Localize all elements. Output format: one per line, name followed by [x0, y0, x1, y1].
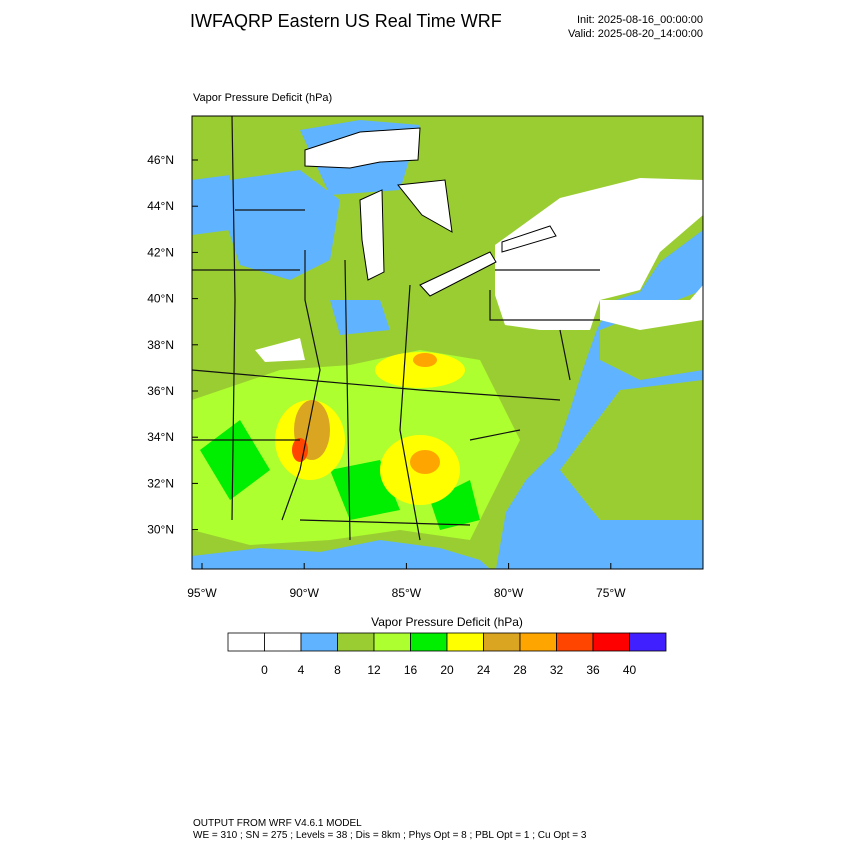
- colorbar-box: [337, 632, 375, 652]
- colorbar-box: [483, 632, 521, 652]
- footer-line: WE = 310 ; SN = 275 ; Levels = 38 ; Dis …: [193, 830, 587, 841]
- lake-michigan: [359, 189, 385, 281]
- colorbar: 0 4 8 12 16 20 24 28 32 36 40: [227, 632, 667, 677]
- gulf: [192, 540, 490, 569]
- hot-spot: [292, 438, 308, 462]
- colorbar-box: [227, 632, 265, 652]
- colorbar-label: 8: [334, 663, 341, 677]
- high-vpd-area: [200, 420, 480, 530]
- lake-ontario: [501, 225, 557, 253]
- colorbar-box: [373, 632, 411, 652]
- field-label: Vapor Pressure Deficit (hPa): [193, 92, 332, 104]
- hot-spot: [413, 353, 437, 367]
- lat-label: 44°N: [147, 199, 174, 213]
- ocean-patch: [560, 290, 703, 520]
- colorbar-box: [629, 632, 667, 652]
- lat-label: 38°N: [147, 338, 174, 352]
- colorbar-label: 4: [298, 663, 305, 677]
- colorbar-label: 40: [623, 663, 637, 677]
- hot-spot: [410, 450, 440, 474]
- hot-spot: [375, 352, 465, 388]
- lon-label: 80°W: [494, 586, 524, 600]
- lake-huron: [397, 179, 453, 233]
- footer-line: OUTPUT FROM WRF V4.6.1 MODEL: [193, 818, 362, 829]
- colorbar-label: 24: [477, 663, 491, 677]
- state-borders: [192, 116, 600, 541]
- lat-label: 40°N: [147, 292, 174, 306]
- lat-label: 36°N: [147, 384, 174, 398]
- colorbar-box: [519, 632, 557, 652]
- map: [191, 115, 704, 570]
- colorbar-box: [556, 632, 594, 652]
- title: IWFAQRP Eastern US Real Time WRF: [190, 11, 502, 31]
- lat-label: 34°N: [147, 430, 174, 444]
- lat-label: 42°N: [147, 245, 174, 259]
- map-frame: [191, 115, 704, 570]
- lat-label: 32°N: [147, 476, 174, 490]
- lon-label: 85°W: [392, 586, 422, 600]
- colorbar-label: 36: [586, 663, 600, 677]
- colorbar-title: Vapor Pressure Deficit (hPa): [371, 615, 523, 629]
- lat-label: 46°N: [147, 153, 174, 167]
- lake-erie: [419, 251, 497, 297]
- very-low-vpd-area: [255, 178, 703, 362]
- lake-superior: [304, 127, 421, 169]
- colorbar-box: [446, 632, 484, 652]
- lon-label: 95°W: [187, 586, 217, 600]
- init-time: Init: 2025-08-16_00:00:00: [577, 14, 703, 26]
- colorbar-label: 32: [550, 663, 564, 677]
- lon-label: 90°W: [289, 586, 319, 600]
- colorbar-box: [300, 632, 338, 652]
- colorbar-label: 0: [261, 663, 268, 677]
- colorbar-label: 12: [367, 663, 381, 677]
- axes: 46°N 44°N 42°N 40°N 38°N 36°N 34°N 32°N 30°N 95°W…: [147, 153, 626, 600]
- low-vpd-area: [192, 120, 420, 335]
- lon-label: 75°W: [596, 586, 626, 600]
- valid-time: Valid: 2025-08-20_14:00:00: [568, 28, 703, 40]
- colorbar-box: [264, 632, 302, 652]
- colorbar-label: 28: [513, 663, 527, 677]
- ocean-white: [600, 285, 703, 330]
- colorbar-box: [410, 632, 448, 652]
- colorbar-label: 20: [440, 663, 454, 677]
- lat-label: 30°N: [147, 523, 174, 537]
- colorbar-label: 16: [404, 663, 418, 677]
- colorbar-box: [592, 632, 630, 652]
